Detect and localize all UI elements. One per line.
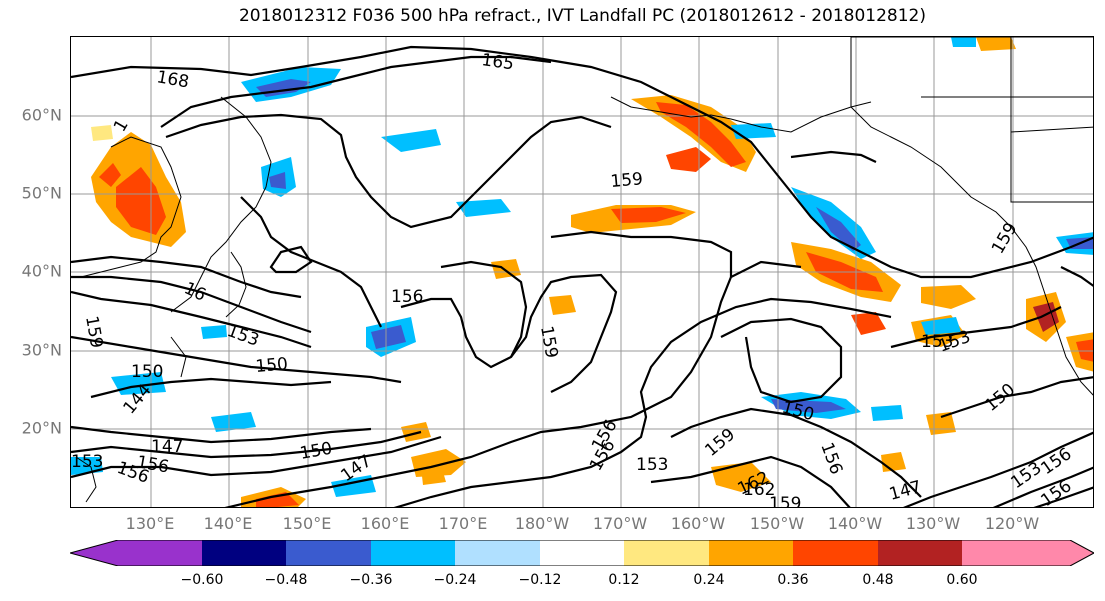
contour-label: 150 xyxy=(255,354,289,377)
colorbar-segment xyxy=(878,540,962,566)
positive-anomaly-patch xyxy=(851,312,886,335)
colorbar-tick-label: 0.36 xyxy=(777,572,809,588)
lon-label-170e: 170°E xyxy=(438,514,488,533)
negative-anomaly-patch xyxy=(951,37,976,47)
contour-label: 1 xyxy=(110,116,133,135)
lon-label-140e: 140°E xyxy=(203,514,253,533)
contour-label: 156 xyxy=(1037,476,1075,508)
contour-label: 159 xyxy=(988,219,1022,257)
height-contours xyxy=(71,45,1093,507)
positive-anomaly-patch xyxy=(656,102,746,167)
colorbar-tick-label: −0.48 xyxy=(264,572,308,588)
lon-label-180w: 180°W xyxy=(514,514,570,533)
contour-label: 159 xyxy=(610,169,644,192)
positive-anomaly-patch xyxy=(491,259,521,279)
lon-label-170w: 170°W xyxy=(592,514,648,533)
colorbar-segment xyxy=(70,540,202,566)
lat-label-60n: 60°N xyxy=(21,105,62,125)
colorbar-segment xyxy=(286,540,371,566)
gridlines xyxy=(71,37,1093,507)
colorbar-tick-label: −0.24 xyxy=(433,572,477,588)
colorbar-tick-label: 0.60 xyxy=(946,572,978,588)
contour-label: 162 xyxy=(743,480,775,500)
positive-anomaly-patch xyxy=(976,37,1016,51)
negative-anomaly-patch xyxy=(921,317,961,335)
negative-anomaly-patch xyxy=(371,325,406,349)
contour-label: 156 xyxy=(391,287,423,307)
colorbar-tick-label: 0.48 xyxy=(862,572,894,588)
negative-anomaly-patch xyxy=(816,207,861,251)
contour-label: 159 xyxy=(536,324,561,359)
colorbar-segment xyxy=(709,540,793,566)
lon-label-150w: 150°W xyxy=(749,514,805,533)
positive-anomaly-patch xyxy=(401,422,431,442)
positive-anomaly-patch xyxy=(926,412,956,435)
positive-anomaly-patch xyxy=(666,147,711,172)
map-panel: 168 165 159 156 153 150 147 144 162 16 1… xyxy=(70,36,1094,508)
lat-label-20n: 20°N xyxy=(21,418,62,438)
lon-label-130e: 130°E xyxy=(125,514,175,533)
coastlines xyxy=(75,37,1093,503)
lon-label-160w: 160°W xyxy=(670,514,726,533)
contour-label: 153 xyxy=(71,452,103,472)
contour-label: 159 xyxy=(701,425,739,461)
colorbar-segment xyxy=(962,540,1094,566)
lat-label-40n: 40°N xyxy=(21,261,62,281)
positive-anomaly-patch xyxy=(256,492,299,507)
positive-anomaly-patch xyxy=(711,462,771,492)
shading-layer xyxy=(71,37,1093,507)
colorbar-tick-label: 0.24 xyxy=(693,572,725,588)
lon-label-150e: 150°E xyxy=(282,514,332,533)
colorbar-tick-label: −0.60 xyxy=(180,572,224,588)
negative-anomaly-patch xyxy=(211,412,256,432)
positive-anomaly-patch xyxy=(99,163,121,187)
colorbar-tick-label: −0.12 xyxy=(518,572,562,588)
lon-label-160e: 160°E xyxy=(360,514,410,533)
positive-anomaly-patch xyxy=(881,452,906,472)
positive-anomaly-patch xyxy=(1033,302,1059,332)
negative-anomaly-patch xyxy=(456,199,511,217)
positive-anomaly-patch xyxy=(116,167,166,235)
negative-anomaly-patch xyxy=(871,405,903,421)
colorbar-tick-label: 0.12 xyxy=(608,572,640,588)
negative-anomaly-patch xyxy=(201,325,227,339)
contour-label: 168 xyxy=(155,67,190,92)
contour-label: 165 xyxy=(480,50,515,74)
contour-label: 156 xyxy=(816,440,846,477)
contour-label: 150 xyxy=(131,362,163,382)
colorbar xyxy=(70,540,1094,566)
lon-label-120w: 120°W xyxy=(984,514,1040,533)
contour-label: 150 xyxy=(298,439,333,464)
map-canvas: 168 165 159 156 153 150 147 144 162 16 1… xyxy=(71,37,1093,508)
positive-anomaly-patch xyxy=(91,125,113,141)
positive-anomaly-patch xyxy=(549,295,576,315)
colorbar-tick-label: −0.36 xyxy=(349,572,393,588)
contour-label: 147 xyxy=(151,437,183,457)
contour-label: 153 xyxy=(636,455,668,475)
lon-label-140w: 140°W xyxy=(827,514,883,533)
lat-label-50n: 50°N xyxy=(21,183,62,203)
map-title: 2018012312 F036 500 hPa refract., IVT La… xyxy=(238,6,926,26)
contour-label: 159 xyxy=(81,314,106,349)
colorbar-segment xyxy=(371,540,455,566)
contour-label: 153 xyxy=(224,321,261,351)
contour-label: 153 xyxy=(921,332,953,352)
positive-anomaly-patch xyxy=(421,465,446,485)
colorbar-segment xyxy=(624,540,709,566)
lat-label-30n: 30°N xyxy=(21,340,62,360)
negative-anomaly-patch xyxy=(381,129,441,152)
positive-anomaly-patch xyxy=(1076,339,1093,362)
colorbar-segment xyxy=(793,540,878,566)
positive-anomaly-patch xyxy=(921,285,976,309)
contour-label: 159 xyxy=(769,494,801,508)
colorbar-segment xyxy=(540,540,624,566)
lon-label-130w: 130°W xyxy=(905,514,961,533)
colorbar-segment xyxy=(202,540,286,566)
colorbar-segment xyxy=(455,540,540,566)
contour-label: 147 xyxy=(887,477,924,505)
positive-anomaly-patch xyxy=(611,207,686,223)
colorbar-segments xyxy=(70,540,1094,566)
negative-anomaly-patch xyxy=(269,172,286,189)
